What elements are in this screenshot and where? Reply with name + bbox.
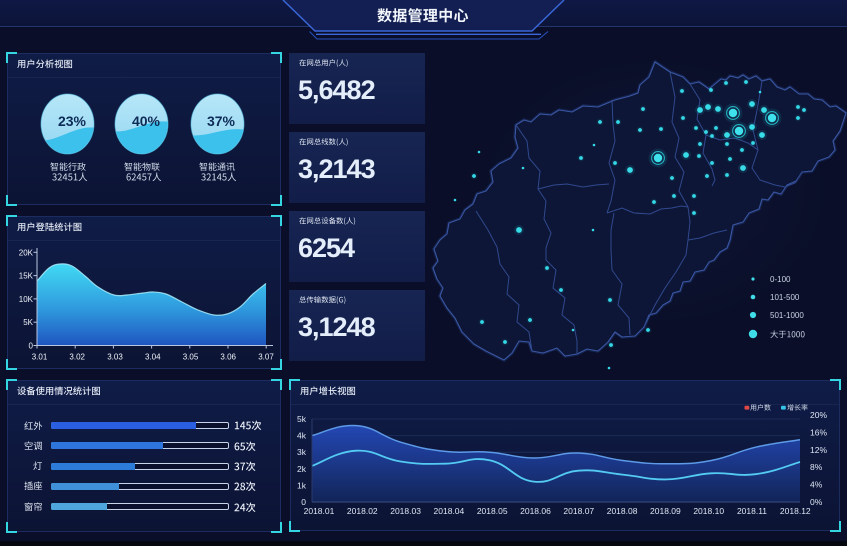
svg-text:16%: 16% bbox=[810, 427, 827, 437]
svg-text:2018.11: 2018.11 bbox=[737, 506, 767, 516]
svg-text:4k: 4k bbox=[297, 431, 307, 441]
svg-text:2018.05: 2018.05 bbox=[477, 506, 508, 516]
svg-text:0%: 0% bbox=[810, 497, 823, 507]
svg-text:0: 0 bbox=[301, 497, 306, 507]
svg-text:2018.04: 2018.04 bbox=[434, 506, 465, 516]
svg-text:2018.08: 2018.08 bbox=[607, 506, 638, 516]
svg-text:1k: 1k bbox=[297, 480, 307, 490]
svg-text:5k: 5k bbox=[297, 414, 307, 424]
svg-text:3.01: 3.01 bbox=[32, 353, 48, 362]
svg-text:2018.06: 2018.06 bbox=[520, 506, 551, 516]
svg-text:2018.03: 2018.03 bbox=[390, 506, 421, 516]
svg-text:3.04: 3.04 bbox=[145, 353, 161, 362]
svg-text:3.06: 3.06 bbox=[220, 353, 236, 362]
svg-text:0: 0 bbox=[29, 342, 34, 351]
svg-text:15K: 15K bbox=[19, 272, 34, 281]
svg-text:20%: 20% bbox=[810, 410, 827, 420]
svg-text:2k: 2k bbox=[297, 464, 307, 474]
svg-text:3.07: 3.07 bbox=[258, 353, 274, 362]
svg-text:3.02: 3.02 bbox=[69, 353, 85, 362]
svg-text:3.03: 3.03 bbox=[107, 353, 123, 362]
svg-text:2018.07: 2018.07 bbox=[563, 506, 594, 516]
svg-text:3k: 3k bbox=[297, 447, 307, 457]
svg-text:20K: 20K bbox=[19, 248, 34, 257]
svg-text:5K: 5K bbox=[23, 318, 33, 327]
svg-text:12%: 12% bbox=[810, 445, 827, 455]
svg-text:8%: 8% bbox=[810, 462, 823, 472]
svg-text:0-100: 0-100 bbox=[770, 275, 791, 284]
svg-text:2018.10: 2018.10 bbox=[693, 506, 724, 516]
svg-text:10K: 10K bbox=[19, 295, 34, 304]
svg-text:3.05: 3.05 bbox=[183, 353, 199, 362]
svg-text:101-500: 101-500 bbox=[770, 293, 800, 302]
svg-text:501-1000: 501-1000 bbox=[770, 311, 804, 320]
svg-text:2018.02: 2018.02 bbox=[347, 506, 378, 516]
svg-text:4%: 4% bbox=[810, 480, 823, 490]
svg-text:2018.01: 2018.01 bbox=[304, 506, 335, 516]
svg-text:2018.12: 2018.12 bbox=[780, 506, 811, 516]
svg-text:2018.09: 2018.09 bbox=[650, 506, 681, 516]
